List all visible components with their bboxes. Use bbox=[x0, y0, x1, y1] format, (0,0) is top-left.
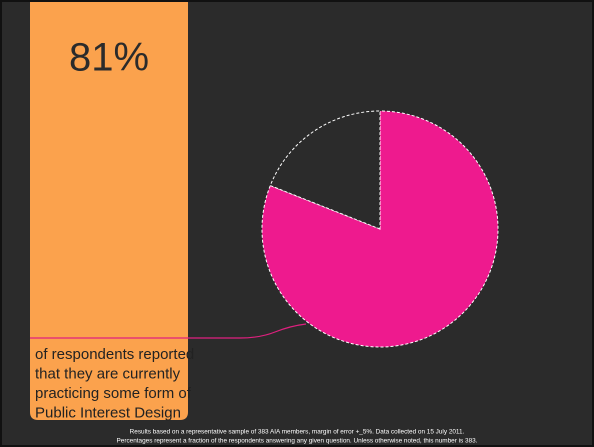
pie bbox=[261, 110, 499, 348]
description-line: that they are currently bbox=[35, 365, 181, 382]
description-line: practicing some form of bbox=[35, 385, 192, 402]
pie-slice bbox=[269, 110, 381, 230]
pie-slice bbox=[261, 110, 499, 348]
footnotes: Results based on a representative sample… bbox=[117, 429, 478, 445]
leader-line bbox=[30, 323, 307, 339]
description-line: Public Interest Design bbox=[35, 404, 181, 421]
highlight-panel bbox=[30, 2, 188, 420]
big-value: 81% bbox=[69, 36, 149, 80]
footnote: Percentages represent a fraction of the … bbox=[117, 438, 478, 445]
description: of respondents reported that they are cur… bbox=[35, 346, 194, 422]
footnote: Results based on a representative sample… bbox=[130, 429, 465, 436]
description-line: of respondents reported bbox=[35, 346, 194, 363]
